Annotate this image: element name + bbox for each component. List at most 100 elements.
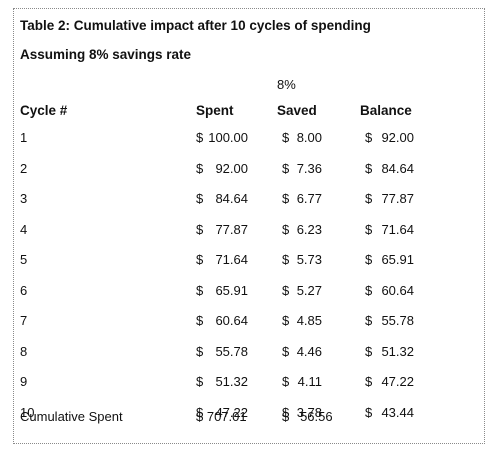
amount: 71.64 [215,252,248,267]
currency-symbol: $ [282,160,290,176]
table-row: 4 $77.87 $6.23 $71.64 [0,222,500,253]
total-row: Cumulative Spent $ 707.01 $ 56.56 [0,409,500,429]
amount: 51.32 [215,374,248,389]
amount: 84.64 [381,160,414,176]
currency-symbol: $ [282,252,290,267]
currency-symbol: $ [196,374,204,389]
cell-saved: $3.78 [282,405,322,420]
amount: 5.73 [296,252,322,267]
cell-spent: $84.64 [196,191,248,206]
amount: 4.11 [297,374,322,389]
table-row: 3 $84.64 $6.77 $77.87 [0,191,500,222]
cell-cycle: 1 [20,130,28,145]
currency-symbol: $ [196,130,204,145]
currency-symbol: $ [196,160,204,176]
amount: 43.44 [381,404,414,420]
amount: 4.46 [296,343,322,359]
currency-symbol: $ [196,252,204,267]
currency-symbol: $ [282,404,290,420]
total-saved: $ 56.56 [282,409,333,424]
currency-symbol: $ [365,374,373,389]
table-row: 7 $60.64 $4.85 $55.78 [0,313,500,344]
currency-symbol: $ [196,313,204,328]
cell-spent: $65.91 [196,283,248,298]
cell-saved: $6.77 [282,191,322,206]
total-spent: $ 707.01 [196,409,247,424]
cell-cycle: 6 [20,282,28,298]
currency-symbol: $ [365,282,373,298]
currency-symbol: $ [282,282,290,298]
currency-symbol: $ [196,404,204,420]
cell-saved: $7.36 [282,161,322,176]
header-balance: Balance [360,103,412,118]
amount: 6.23 [296,221,322,237]
amount: 8.00 [296,130,322,145]
savings-rate-label: 8% [277,77,296,92]
amount: 65.91 [215,282,248,298]
table-row: 6 $65.91 $5.27 $60.64 [0,283,500,314]
cell-spent: $60.64 [196,313,248,328]
amount: 4.85 [296,313,322,328]
currency-symbol: $ [282,374,290,389]
cell-balance: $65.91 [365,252,414,267]
cell-balance: $43.44 [365,405,414,420]
amount: 60.64 [381,282,414,298]
cell-saved: $5.73 [282,252,322,267]
amount: 55.78 [215,343,248,359]
amount: 47.22 [215,404,248,420]
currency-symbol: $ [365,313,373,328]
amount: 65.91 [381,252,414,267]
cell-cycle: 3 [20,191,28,206]
total-label: Cumulative Spent [20,409,123,424]
cell-cycle: 9 [20,374,28,389]
amount: 92.00 [215,160,248,176]
cell-spent: $71.64 [196,252,248,267]
amount: 71.64 [381,221,414,237]
currency-symbol: $ [365,343,373,359]
currency-symbol: $ [196,343,204,359]
cell-balance: $84.64 [365,161,414,176]
cell-spent: $55.78 [196,344,248,359]
table-body: 1 $100.00 $8.00 $92.00 2 $92.00 $7.36 $84.64 3 $8… [0,130,500,435]
cell-spent: $92.00 [196,161,248,176]
currency-symbol: $ [365,130,373,145]
cell-spent: $100.00 [196,130,248,145]
table-frame [13,8,485,444]
amount: 77.87 [215,221,248,237]
amount: 47.22 [381,374,414,389]
cell-saved: $5.27 [282,283,322,298]
currency-symbol: $ [196,221,204,237]
amount: 3.78 [296,404,322,420]
table-row: 1 $100.00 $8.00 $92.00 [0,130,500,161]
table-row: 10 $47.22 $3.78 $43.44 [0,405,500,436]
cell-cycle: 10 [20,404,35,420]
amount: 7.36 [296,160,322,176]
table-subtitle: Assuming 8% savings rate [20,47,192,62]
cell-balance: $77.87 [365,191,414,206]
currency-symbol: $ [282,343,290,359]
currency-symbol: $ [282,313,290,328]
cell-cycle: 5 [20,252,28,267]
currency-symbol: $ [196,282,204,298]
currency-symbol: $ [196,191,204,206]
amount: 84.64 [215,191,248,206]
table-row: 5 $71.64 $5.73 $65.91 [0,252,500,283]
currency-symbol: $ [282,130,290,145]
amount: 51.32 [381,343,414,359]
cell-cycle: 2 [20,160,28,176]
amount: 77.87 [381,191,414,206]
currency-symbol: $ [365,221,373,237]
header-saved: Saved [277,103,317,118]
cell-balance: $51.32 [365,344,414,359]
cell-saved: $4.11 [282,374,322,389]
table-row: 9 $51.32 $4.11 $47.22 [0,374,500,405]
currency-symbol: $ [282,221,290,237]
header-cycle: Cycle # [20,103,68,118]
cell-balance: $47.22 [365,374,414,389]
cell-balance: $55.78 [365,313,414,328]
cell-saved: $4.85 [282,313,322,328]
amount: 60.64 [215,313,248,328]
cell-saved: $8.00 [282,130,322,145]
amount: 100.00 [208,130,248,145]
table-row: 8 $55.78 $4.46 $51.32 [0,344,500,375]
